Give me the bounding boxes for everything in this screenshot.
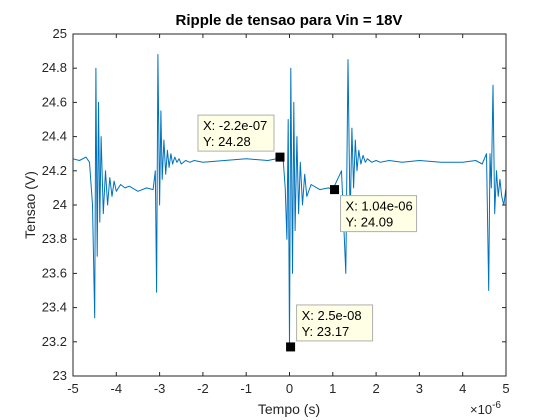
datatip-box bbox=[296, 304, 374, 342]
y-tick-label: 24 bbox=[53, 197, 67, 212]
series-line-0 bbox=[72, 54, 507, 348]
y-tick-label: 23 bbox=[53, 368, 67, 383]
x-tick-label: -2 bbox=[197, 381, 209, 396]
x-axis-label: Tempo (s) bbox=[258, 401, 320, 417]
y-tick-label: 23.4 bbox=[42, 300, 67, 315]
y-tick-label: 23.6 bbox=[42, 265, 67, 280]
datatip-marker[interactable] bbox=[330, 185, 340, 195]
y-tick-label: 25 bbox=[53, 26, 67, 41]
x-tick-label: 0 bbox=[286, 381, 293, 396]
x-tick-label: -1 bbox=[240, 381, 252, 396]
chart-title: Ripple de tensao para Vin = 18V bbox=[176, 12, 403, 29]
datatip-marker[interactable] bbox=[275, 152, 285, 162]
x-axis-multiplier: ×10-6 bbox=[470, 400, 501, 417]
x-tick-label: 2 bbox=[372, 381, 379, 396]
datatip-marker[interactable] bbox=[286, 342, 296, 352]
datatip-x-text: X: 2.5e-08 bbox=[302, 308, 362, 323]
x-tick-label: -5 bbox=[67, 381, 79, 396]
y-tick-label: 24.4 bbox=[42, 129, 67, 144]
x-tick-label: -4 bbox=[111, 381, 123, 396]
y-tick-label: 23.8 bbox=[42, 231, 67, 246]
ticks-layer: -5 -4 -3 -2 -1 0 1 2 3 4 52323.223.423.623.82424.2… bbox=[42, 26, 510, 396]
y-axis-label: Tensao (V) bbox=[22, 171, 38, 239]
x-tick-label: 4 bbox=[459, 381, 466, 396]
x-tick-label: 5 bbox=[502, 381, 509, 396]
datatip-y-text: Y: 24.28 bbox=[203, 134, 251, 149]
y-tick-label: 24.6 bbox=[42, 94, 67, 109]
datatip-y-text: Y: 23.17 bbox=[302, 324, 350, 339]
datatip-x-text: X: 1.04e-06 bbox=[346, 199, 413, 214]
datatip-box bbox=[197, 114, 275, 152]
y-tick-label: 24.2 bbox=[42, 163, 67, 178]
datatip-layer: X: -2.2e-07Y: 24.28 X: 2.5e-08Y: 23.17 X: … bbox=[197, 114, 418, 352]
datatip-x-text: X: -2.2e-07 bbox=[203, 118, 267, 133]
x-multiplier-exponent: -6 bbox=[492, 400, 501, 411]
datatip-box bbox=[340, 195, 418, 233]
series-layer bbox=[72, 54, 507, 348]
x-multiplier-base: ×10 bbox=[470, 402, 492, 417]
datatip-y-text: Y: 24.09 bbox=[346, 215, 394, 230]
y-tick-label: 24.8 bbox=[42, 60, 67, 75]
x-tick-label: -3 bbox=[154, 381, 166, 396]
x-tick-label: 3 bbox=[416, 381, 423, 396]
x-tick-label: 1 bbox=[329, 381, 336, 396]
y-tick-label: 23.2 bbox=[42, 334, 67, 349]
